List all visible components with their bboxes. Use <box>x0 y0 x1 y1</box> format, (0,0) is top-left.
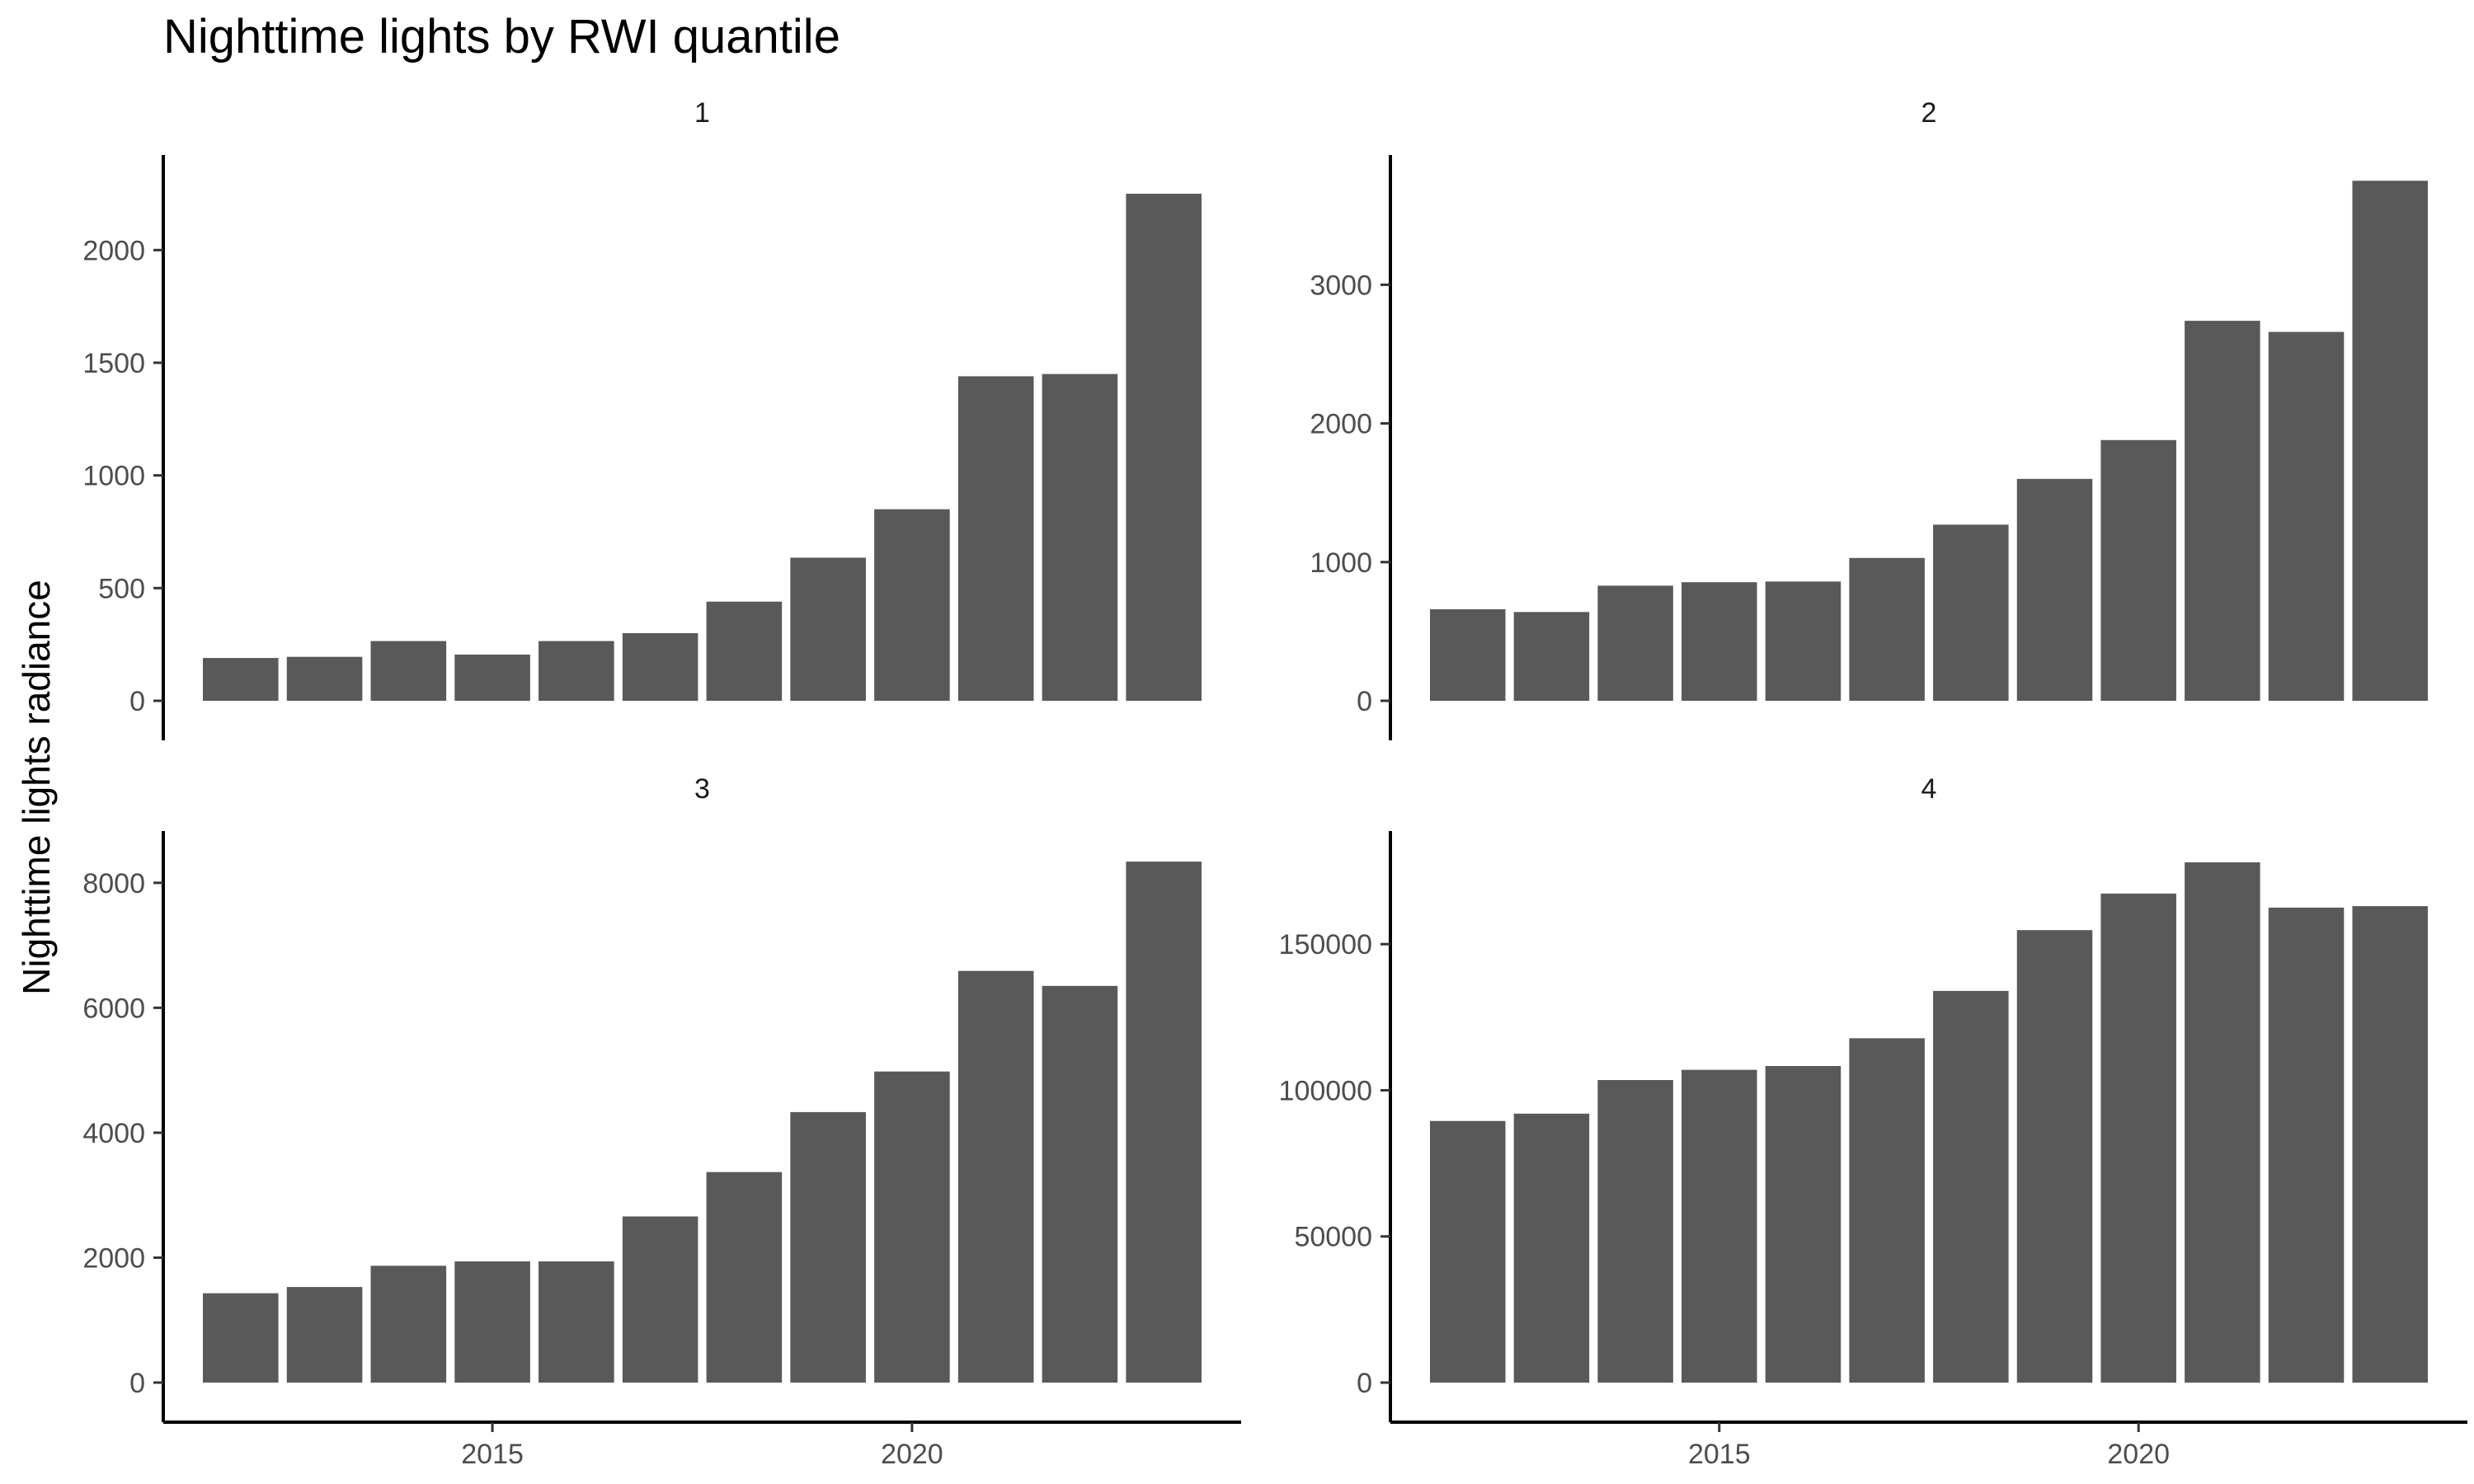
bar-2021 <box>957 970 1034 1383</box>
bar-2016 <box>1765 581 1841 701</box>
bar-2012 <box>1430 1120 1506 1383</box>
y-tick-label: 4000 <box>82 1118 145 1149</box>
bar-2021 <box>2185 321 2260 701</box>
bar-2015 <box>454 654 530 701</box>
bar-2012 <box>203 658 279 701</box>
bar-2016 <box>539 1261 614 1383</box>
bar-2015 <box>1681 1069 1757 1383</box>
y-tick-label: 150000 <box>1279 929 1372 960</box>
y-tick-label: 0 <box>1357 1368 1372 1399</box>
y-tick-label: 0 <box>129 1368 145 1399</box>
y-tick-label: 3000 <box>1310 270 1372 301</box>
bar-2023 <box>1126 862 1202 1383</box>
bar-2018 <box>1933 524 2009 701</box>
bar-2012 <box>203 1293 279 1383</box>
bar-2017 <box>622 633 698 701</box>
bar-2015 <box>1681 582 1757 701</box>
bar-2022 <box>2268 331 2345 701</box>
bar-2022 <box>1042 373 1118 701</box>
bar-2022 <box>1042 985 1118 1383</box>
bar-2020 <box>2100 893 2176 1383</box>
bar-2014 <box>1597 585 1673 701</box>
y-tick-label: 1000 <box>82 461 145 492</box>
bar-2016 <box>539 641 614 701</box>
x-tick-label: 2020 <box>2107 1439 2170 1470</box>
y-tick-label: 500 <box>98 573 145 604</box>
bar-2020 <box>2100 439 2176 701</box>
bar-2023 <box>2352 906 2428 1383</box>
y-tick-label: 6000 <box>82 993 145 1024</box>
y-tick-label: 0 <box>129 686 145 717</box>
x-tick-label: 2015 <box>1688 1439 1751 1470</box>
bar-2019 <box>790 557 866 701</box>
y-tick-label: 2000 <box>82 235 145 266</box>
y-tick-label: 1000 <box>1310 547 1372 579</box>
facet-label: 2 <box>1921 97 1937 129</box>
x-tick-label: 2015 <box>461 1439 524 1470</box>
y-tick-label: 1500 <box>82 348 145 379</box>
facet-panel-4: 4 0 50000 100000 150000 2015 2020 <box>1279 773 2467 1470</box>
bar-2012 <box>1430 608 1506 701</box>
bar-2018 <box>1933 990 2009 1383</box>
facet-label: 1 <box>694 97 710 129</box>
x-tick-label: 2020 <box>881 1439 943 1470</box>
bar-2022 <box>2268 907 2345 1383</box>
y-tick-label: 8000 <box>82 868 145 899</box>
bar-2020 <box>874 509 950 701</box>
bar-2021 <box>2185 862 2260 1383</box>
facet-panels: 1 0 500 1000 1500 2000 2 0 1000 2000 3000 3 0 2000 400… <box>82 97 2467 1470</box>
y-tick-label: 100000 <box>1279 1075 1372 1106</box>
bar-2014 <box>370 1266 447 1383</box>
bar-2019 <box>2016 478 2093 701</box>
bar-2021 <box>957 376 1034 701</box>
bar-2017 <box>1849 1038 1925 1383</box>
y-tick-label: 0 <box>1357 686 1372 717</box>
chart-title: Nighttime lights by RWI quantile <box>163 10 840 63</box>
y-tick-label: 2000 <box>82 1242 145 1274</box>
facet-panel-2: 2 0 1000 2000 3000 <box>1310 97 2428 740</box>
bar-2013 <box>1513 1113 1590 1383</box>
y-tick-label: 2000 <box>1310 409 1372 440</box>
y-tick-label: 50000 <box>1294 1222 1372 1253</box>
bar-2013 <box>286 1287 363 1383</box>
bar-2017 <box>622 1216 698 1383</box>
bar-2023 <box>1126 194 1202 701</box>
bar-2018 <box>706 601 783 701</box>
facet-label: 3 <box>694 773 710 805</box>
bar-2014 <box>370 641 447 701</box>
bar-2013 <box>286 656 363 701</box>
facet-panel-1: 1 0 500 1000 1500 2000 <box>82 97 1202 740</box>
facet-label: 4 <box>1921 773 1937 805</box>
bar-2016 <box>1765 1066 1841 1383</box>
bar-2023 <box>2352 181 2428 701</box>
bar-2018 <box>706 1172 783 1383</box>
bar-2017 <box>1849 557 1925 701</box>
bar-2015 <box>454 1261 530 1383</box>
bar-2019 <box>2016 930 2093 1383</box>
bar-2019 <box>790 1111 866 1383</box>
facet-panel-3: 3 0 2000 4000 6000 8000 2015 2020 <box>82 773 1241 1470</box>
bar-2020 <box>874 1071 950 1383</box>
bar-2013 <box>1513 612 1590 701</box>
bar-2014 <box>1597 1080 1673 1383</box>
y-axis-label: Nighttime lights radiance <box>15 580 58 995</box>
